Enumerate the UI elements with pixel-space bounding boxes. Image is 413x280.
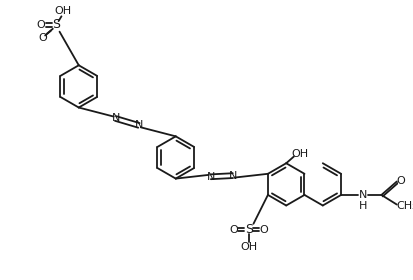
Text: O: O: [395, 176, 404, 186]
Text: O: O: [259, 225, 268, 235]
Text: S: S: [52, 18, 59, 31]
Text: N: N: [228, 171, 237, 181]
Text: OH: OH: [55, 6, 72, 17]
Text: O: O: [228, 225, 237, 235]
Text: N: N: [206, 172, 214, 182]
Text: O: O: [38, 33, 47, 43]
Text: H: H: [358, 201, 366, 211]
Text: OH: OH: [290, 149, 307, 159]
Text: N: N: [358, 190, 366, 200]
Text: OH: OH: [240, 242, 256, 252]
Text: N: N: [111, 113, 119, 123]
Text: S: S: [244, 223, 252, 236]
Text: O: O: [36, 20, 45, 30]
Text: CH₃: CH₃: [395, 201, 413, 211]
Text: N: N: [134, 120, 143, 130]
